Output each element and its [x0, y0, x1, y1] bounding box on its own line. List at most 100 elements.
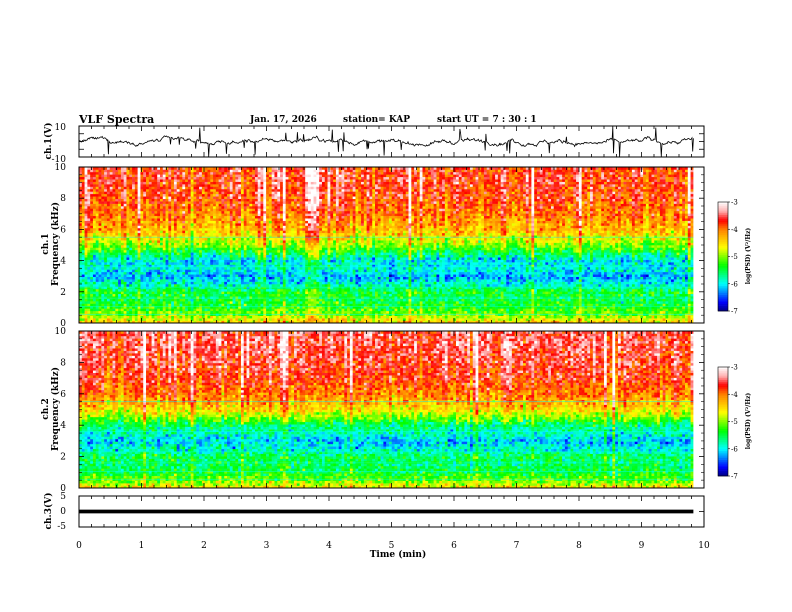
ch1-spec-cell: [118, 245, 121, 248]
ch1-spec-cell: [85, 282, 88, 285]
ch1-spec-cell: [87, 218, 90, 221]
ch1-spec-cell: [96, 213, 99, 216]
ch1-spec-cell: [101, 194, 104, 197]
ch1-spec-cell: [93, 235, 96, 238]
ch1-spec-cell: [118, 228, 121, 231]
ch1-spec-cell: [121, 238, 124, 241]
ch1-spec-cell: [104, 291, 107, 294]
ch1-spec-cell: [110, 211, 113, 214]
ch1-spec-cell: [93, 208, 96, 211]
ch1-spec-cell: [110, 182, 113, 185]
ch1-spec-cell: [82, 201, 85, 204]
ch1-spec-cell: [124, 269, 127, 272]
ch1-spec-cell: [110, 299, 113, 302]
ch1-spec-cell: [126, 296, 129, 299]
ch1-spec-cell: [118, 267, 121, 270]
ch1-spec-cell: [129, 169, 132, 172]
ch1-spec-cell: [90, 245, 93, 248]
ch1-spec-cell: [104, 277, 107, 280]
ch1-spec-cell: [113, 233, 116, 236]
ch1-spec-cell: [104, 238, 107, 241]
ch1-spec-cell: [107, 279, 110, 282]
ch1-spec-cell: [85, 247, 88, 250]
ch1-spec-cell: [87, 308, 90, 311]
ch1-spec-cell: [129, 252, 132, 255]
ch1-spec-cell: [87, 279, 90, 282]
ch1-spec-cell: [101, 189, 104, 192]
ch1-spec-cell: [82, 289, 85, 292]
ch1-spec-cell: [90, 228, 93, 231]
ch1-spec-cell: [107, 191, 110, 194]
ch1-spec-cell: [99, 318, 102, 321]
ch1-spec-cell: [110, 213, 113, 216]
ch1-spec-cell: [99, 257, 102, 260]
ch1-spec-cell: [93, 216, 96, 219]
ch1-spec-cell: [115, 235, 118, 238]
ch1-spec-cell: [118, 216, 121, 219]
ch1-spec-cell: [129, 189, 132, 192]
ch1-spec-cell: [96, 316, 99, 319]
ch1-spec-cell: [82, 191, 85, 194]
ch1-spec-cell: [110, 318, 113, 321]
ch1-spec-cell: [124, 277, 127, 280]
ch1-spec-cell: [124, 255, 127, 258]
ch1-spec-cell: [118, 211, 121, 214]
ch1-spec-cell: [126, 282, 129, 285]
ch1-spec-cell: [99, 247, 102, 250]
ch1-spec-cell: [85, 230, 88, 233]
ch1-spec-cell: [90, 296, 93, 299]
ch1-spec-cell: [104, 223, 107, 226]
ch1-spec-cell: [118, 194, 121, 197]
ch1-spec-cell: [115, 257, 118, 260]
ch1-spec-cell: [115, 282, 118, 285]
ch1-spec-cell: [121, 204, 124, 207]
ch1-spec-cell: [115, 252, 118, 255]
ch1-spec-cell: [129, 204, 132, 207]
ch1-spec-cell: [118, 308, 121, 311]
ch1-spec-cell: [121, 272, 124, 275]
ch1-spec-cell: [126, 250, 129, 253]
ch1-spec-cell: [101, 172, 104, 175]
ch1-spec-cell: [115, 247, 118, 250]
ch1-spec-cell: [126, 199, 129, 202]
ch1-spec-cell: [113, 277, 116, 280]
ch1-spec-cell: [126, 216, 129, 219]
ch1-spec-cell: [121, 304, 124, 307]
ch1-spec-cell: [129, 179, 132, 182]
ch1-spec-cell: [96, 296, 99, 299]
ch1-spec-cell: [90, 182, 93, 185]
ch1-spec-cell: [129, 223, 132, 226]
ch1-spec-cell: [104, 247, 107, 250]
ch1-spec-cell: [101, 230, 104, 233]
ch1-spec-cell: [99, 274, 102, 277]
ch1-spec-cell: [93, 226, 96, 229]
ch1-spec-cell: [96, 238, 99, 241]
ch1-spec-cell: [87, 240, 90, 243]
ch1-spec-cell: [121, 221, 124, 224]
ch1-spec-cell: [87, 277, 90, 280]
ch1-spec-cell: [90, 262, 93, 265]
ch1-spec-cell: [96, 257, 99, 260]
date-label: Jan. 17, 2026: [249, 115, 317, 125]
ch1-spec-cell: [121, 208, 124, 211]
ch1-spec-cell: [121, 274, 124, 277]
ch1-spec-cell: [126, 284, 129, 287]
ch1-spec-cell: [129, 243, 132, 246]
ch1-spec-cell: [101, 177, 104, 180]
ch1-spec-cell: [113, 274, 116, 277]
ch1-spec-cell: [101, 199, 104, 202]
ch1-spec-cell: [107, 296, 110, 299]
ch1-spec-cell: [121, 177, 124, 180]
ch1-spec-cell: [113, 196, 116, 199]
ch1-spec-cell: [115, 228, 118, 231]
ch1-spec-cell: [90, 226, 93, 229]
ch1-spec-cell: [104, 230, 107, 233]
ch1-spec-cell: [110, 206, 113, 209]
ch1-spec-cell: [107, 240, 110, 243]
ch1-spec-cell: [104, 206, 107, 209]
ch1-spec-cell: [104, 274, 107, 277]
ch1-spec-cell: [104, 243, 107, 246]
ch1-spec-cell: [87, 199, 90, 202]
ch1-spec-cell: [107, 277, 110, 280]
ch1-spec-cell: [107, 260, 110, 263]
